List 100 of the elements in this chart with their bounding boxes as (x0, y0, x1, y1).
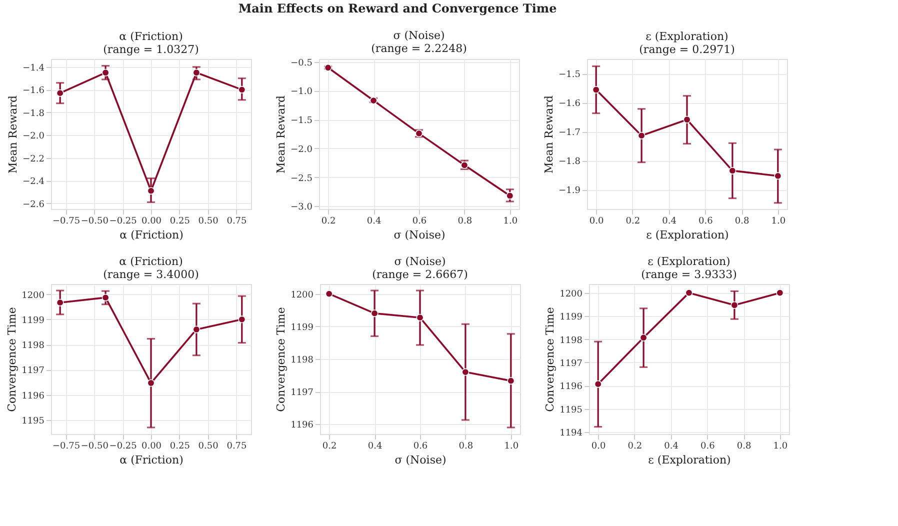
point (683, 116, 691, 124)
point (728, 166, 736, 174)
y-tick-label: 1199 (22, 316, 45, 326)
point (507, 377, 515, 385)
x-tick-label: −0.75 (52, 442, 80, 452)
x-axis-title: σ (Noise) (394, 228, 446, 242)
chart-subtitle: (range = 3.9333) (641, 268, 737, 281)
point (640, 334, 648, 342)
y-tick-label: −1.7 (558, 128, 581, 138)
y-tick-label: 1197 (290, 388, 314, 398)
y-tick-label: 1196 (290, 420, 314, 431)
x-tick-label: 0.75 (226, 442, 248, 452)
text: Main Effects on Reward and Convergence Time (238, 1, 558, 16)
y-tick-label: 1198 (22, 341, 45, 352)
y-tick-label: −2.5 (290, 174, 313, 184)
y-tick-label: −2.0 (290, 144, 313, 155)
x-tick-label: 0.0 (591, 442, 606, 452)
x-tick-label: −0.75 (52, 216, 80, 226)
x-axis-title: ε (Exploration) (648, 454, 731, 466)
chart-subtitle: (range = 3.4000) (103, 268, 199, 281)
y-tick-label: 1199 (560, 312, 583, 323)
x-tick-label: 0.00 (141, 442, 162, 452)
y-tick-label: 1200 (22, 290, 45, 301)
y-axis-title: Mean Reward (542, 96, 556, 174)
y-axis-title: Convergence Time (6, 307, 19, 412)
x-tick-label: 0.00 (141, 216, 162, 226)
x-tick-label: 0.8 (458, 442, 474, 452)
point (102, 68, 110, 76)
y-tick-label: −1.5 (290, 116, 313, 126)
y-tick-label: −1.5 (558, 70, 581, 80)
point (685, 289, 693, 297)
y-axis-title: Mean Reward (6, 96, 20, 174)
x-tick-label: 0.25 (170, 216, 190, 226)
point (56, 89, 64, 97)
y-tick-label: −0.5 (290, 58, 313, 68)
x-tick-label: 0.2 (628, 442, 642, 452)
point (192, 68, 200, 76)
x-tick-label: 0.6 (700, 442, 716, 452)
y-tick-label: −1.6 (22, 86, 45, 96)
point (238, 316, 246, 324)
x-tick-label: 0.6 (413, 442, 428, 452)
point (462, 368, 470, 376)
y-tick-label: 1198 (290, 356, 314, 366)
point (192, 326, 200, 334)
point (506, 192, 514, 200)
x-tick-label: 0.0 (589, 216, 604, 226)
x-tick-label: 0.8 (458, 216, 472, 226)
point (594, 380, 602, 388)
y-tick-label: −1.9 (558, 186, 581, 196)
x-tick-label: −0.25 (109, 216, 138, 226)
y-tick-label: −2.0 (22, 132, 45, 142)
point (325, 290, 333, 298)
x-tick-label: −0.50 (80, 216, 109, 226)
y-tick-label: 1195 (22, 416, 45, 426)
x-tick-label: −0.50 (80, 442, 109, 452)
y-tick-label: −1.0 (290, 87, 313, 98)
point (324, 64, 332, 72)
y-tick-label: −2.6 (22, 200, 45, 210)
y-tick-label: −1.8 (22, 108, 45, 119)
x-tick-label: 0.4 (368, 442, 382, 452)
point (370, 310, 378, 318)
x-tick-label: 0.2 (321, 216, 336, 226)
y-tick-label: 1198 (560, 336, 583, 346)
y-tick-label: 1197 (560, 358, 583, 369)
x-tick-label: 0.8 (736, 442, 752, 452)
chart-title: σ (Noise) (393, 28, 445, 42)
point (638, 132, 646, 140)
x-tick-label: 0.4 (664, 442, 679, 452)
chart-subtitle: (range = 0.2971) (639, 43, 735, 56)
point (147, 379, 155, 387)
y-tick-label: 1196 (22, 391, 45, 402)
x-tick-label: 1.0 (504, 442, 519, 452)
y-tick-label: −2.4 (22, 177, 45, 188)
x-axis-title: σ (Noise) (394, 454, 446, 466)
y-tick-label: −1.8 (558, 157, 581, 168)
x-tick-label: 0.8 (734, 216, 750, 226)
chart-title: ε (Exploration) (646, 30, 728, 43)
x-axis-title: α (Friction) (120, 228, 184, 242)
x-tick-label: 1.0 (773, 442, 788, 452)
chart-title: ε (Exploration) (648, 255, 730, 268)
point (592, 86, 600, 94)
chart-subtitle: (range = 1.0327) (103, 43, 199, 56)
y-tick-label: −1.4 (22, 63, 45, 74)
x-tick-label: 0.75 (226, 216, 248, 226)
x-tick-label: −0.25 (109, 442, 138, 452)
x-tick-label: 0.2 (322, 442, 337, 452)
y-tick-label: −3.0 (290, 202, 313, 213)
x-tick-label: 0.4 (662, 216, 677, 226)
x-axis-title: ε (Exploration) (646, 228, 729, 242)
point (416, 314, 424, 322)
y-axis-title: Mean Reward (274, 96, 288, 174)
x-tick-label: 0.50 (198, 442, 219, 452)
x-tick-label: 0.2 (626, 216, 640, 226)
y-axis-title: Convergence Time (274, 307, 288, 412)
x-tick-label: 0.6 (698, 216, 714, 226)
x-tick-label: 1.0 (771, 216, 786, 226)
x-tick-label: 0.6 (412, 216, 427, 226)
y-tick-label: 1196 (560, 382, 583, 392)
x-tick-label: 0.4 (366, 216, 382, 226)
point (102, 294, 110, 302)
